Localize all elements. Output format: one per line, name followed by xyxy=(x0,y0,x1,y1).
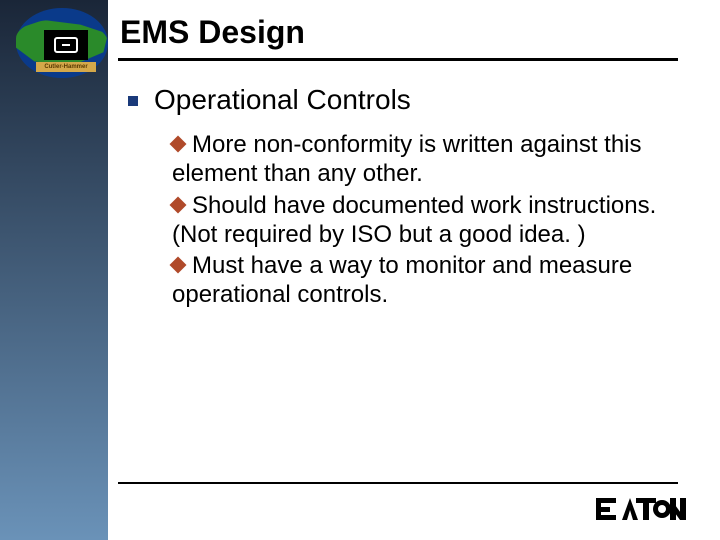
eaton-logo-icon xyxy=(596,496,686,522)
diamond-bullet-icon xyxy=(170,196,187,213)
level2-item: More non-conformity is written against t… xyxy=(172,130,684,189)
logo-inner-icon xyxy=(54,37,78,53)
slide: Cutler-Hammer EMS Design Operational Con… xyxy=(0,0,720,540)
level2-item: Must have a way to monitor and measure o… xyxy=(172,251,684,310)
bullet-text: Should have documented work instructions… xyxy=(172,192,656,248)
level1-item: Operational Controls xyxy=(128,84,684,116)
logo-label: Cutler-Hammer xyxy=(36,62,96,72)
logo-badge xyxy=(44,30,88,60)
brand-logo: Cutler-Hammer xyxy=(16,8,108,90)
level2-text: More non-conformity is written against t… xyxy=(172,130,684,189)
level1-text: Operational Controls xyxy=(154,84,411,116)
level2-item: Should have documented work instructions… xyxy=(172,191,684,250)
diamond-bullet-icon xyxy=(170,136,187,153)
bullet-text: More non-conformity is written against t… xyxy=(172,131,642,187)
level2-text: Should have documented work instructions… xyxy=(172,191,684,250)
bullet-text: Must have a way to monitor and measure o… xyxy=(172,252,632,308)
diamond-bullet-icon xyxy=(170,257,187,274)
footer-rule xyxy=(118,482,678,484)
content-area: Operational Controls More non-conformity… xyxy=(128,84,684,312)
title-rule xyxy=(118,58,678,61)
level2-text: Must have a way to monitor and measure o… xyxy=(172,251,684,310)
footer-brand-logo xyxy=(596,496,686,522)
square-bullet-icon xyxy=(128,96,138,106)
slide-title: EMS Design xyxy=(120,14,305,51)
logo-dash-icon xyxy=(62,44,70,46)
